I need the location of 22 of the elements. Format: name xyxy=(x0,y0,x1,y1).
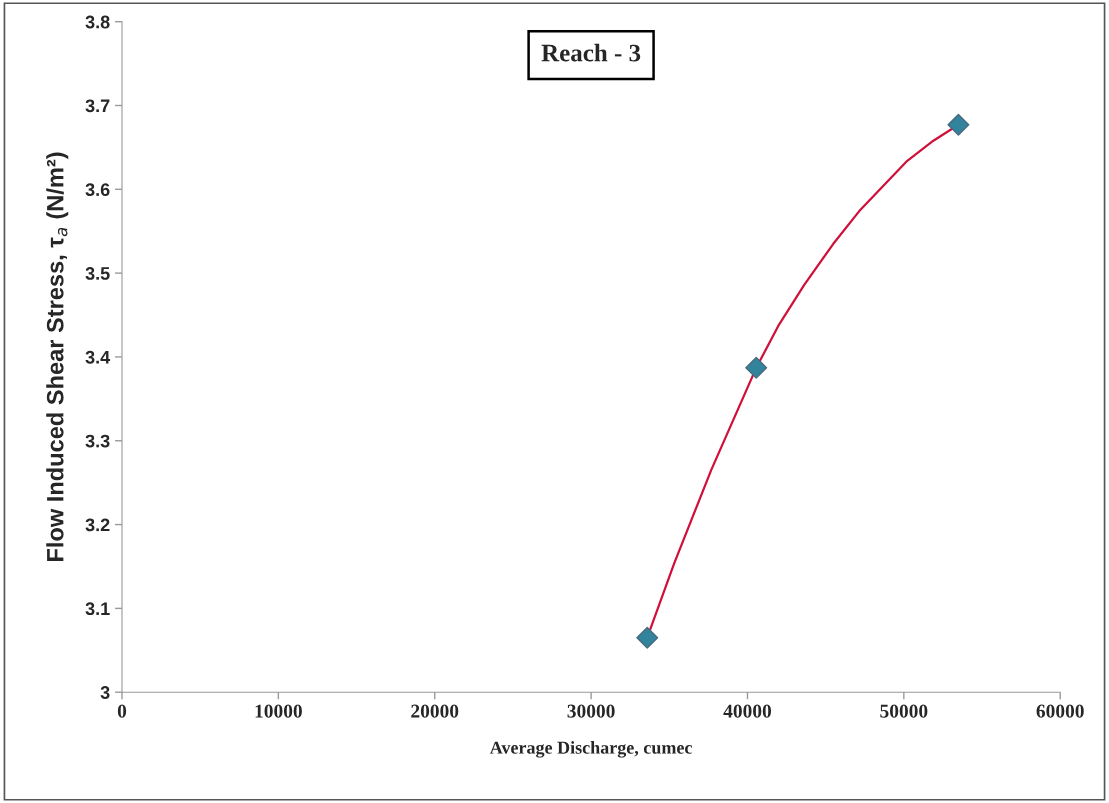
x-tick-label: 60000 xyxy=(1036,704,1084,718)
y-tick-label: 3.1 xyxy=(85,602,110,616)
y-tick-label: 3.4 xyxy=(85,350,111,364)
y-tick-label: 3.8 xyxy=(85,15,110,29)
x-tick-label: 10000 xyxy=(255,704,302,718)
y-tick-label: 3.3 xyxy=(85,434,110,448)
y-tick-label: 3.5 xyxy=(85,267,110,280)
y-tick-label: 3.7 xyxy=(85,99,110,113)
x-tick-label: 50000 xyxy=(880,704,928,718)
x-tick-label: 30000 xyxy=(567,704,615,718)
point xyxy=(947,113,970,136)
y-tick-label: 3 xyxy=(100,686,110,699)
x-tick-label: 20000 xyxy=(411,704,459,718)
point xyxy=(745,356,768,379)
x-tick-label: 40000 xyxy=(723,704,772,718)
x-tick-label: 0 xyxy=(117,704,127,718)
y-axis-title: Flow Induced Shear Stress, τ$_{a}$ (N/m²) xyxy=(46,152,69,562)
point xyxy=(636,626,659,649)
y-tick-label: 3.2 xyxy=(85,518,110,532)
text: Reach - 3 xyxy=(541,43,641,62)
y-tick-label: 3.6 xyxy=(85,183,110,197)
x-axis-title: Average Discharge, cumec xyxy=(489,741,692,758)
